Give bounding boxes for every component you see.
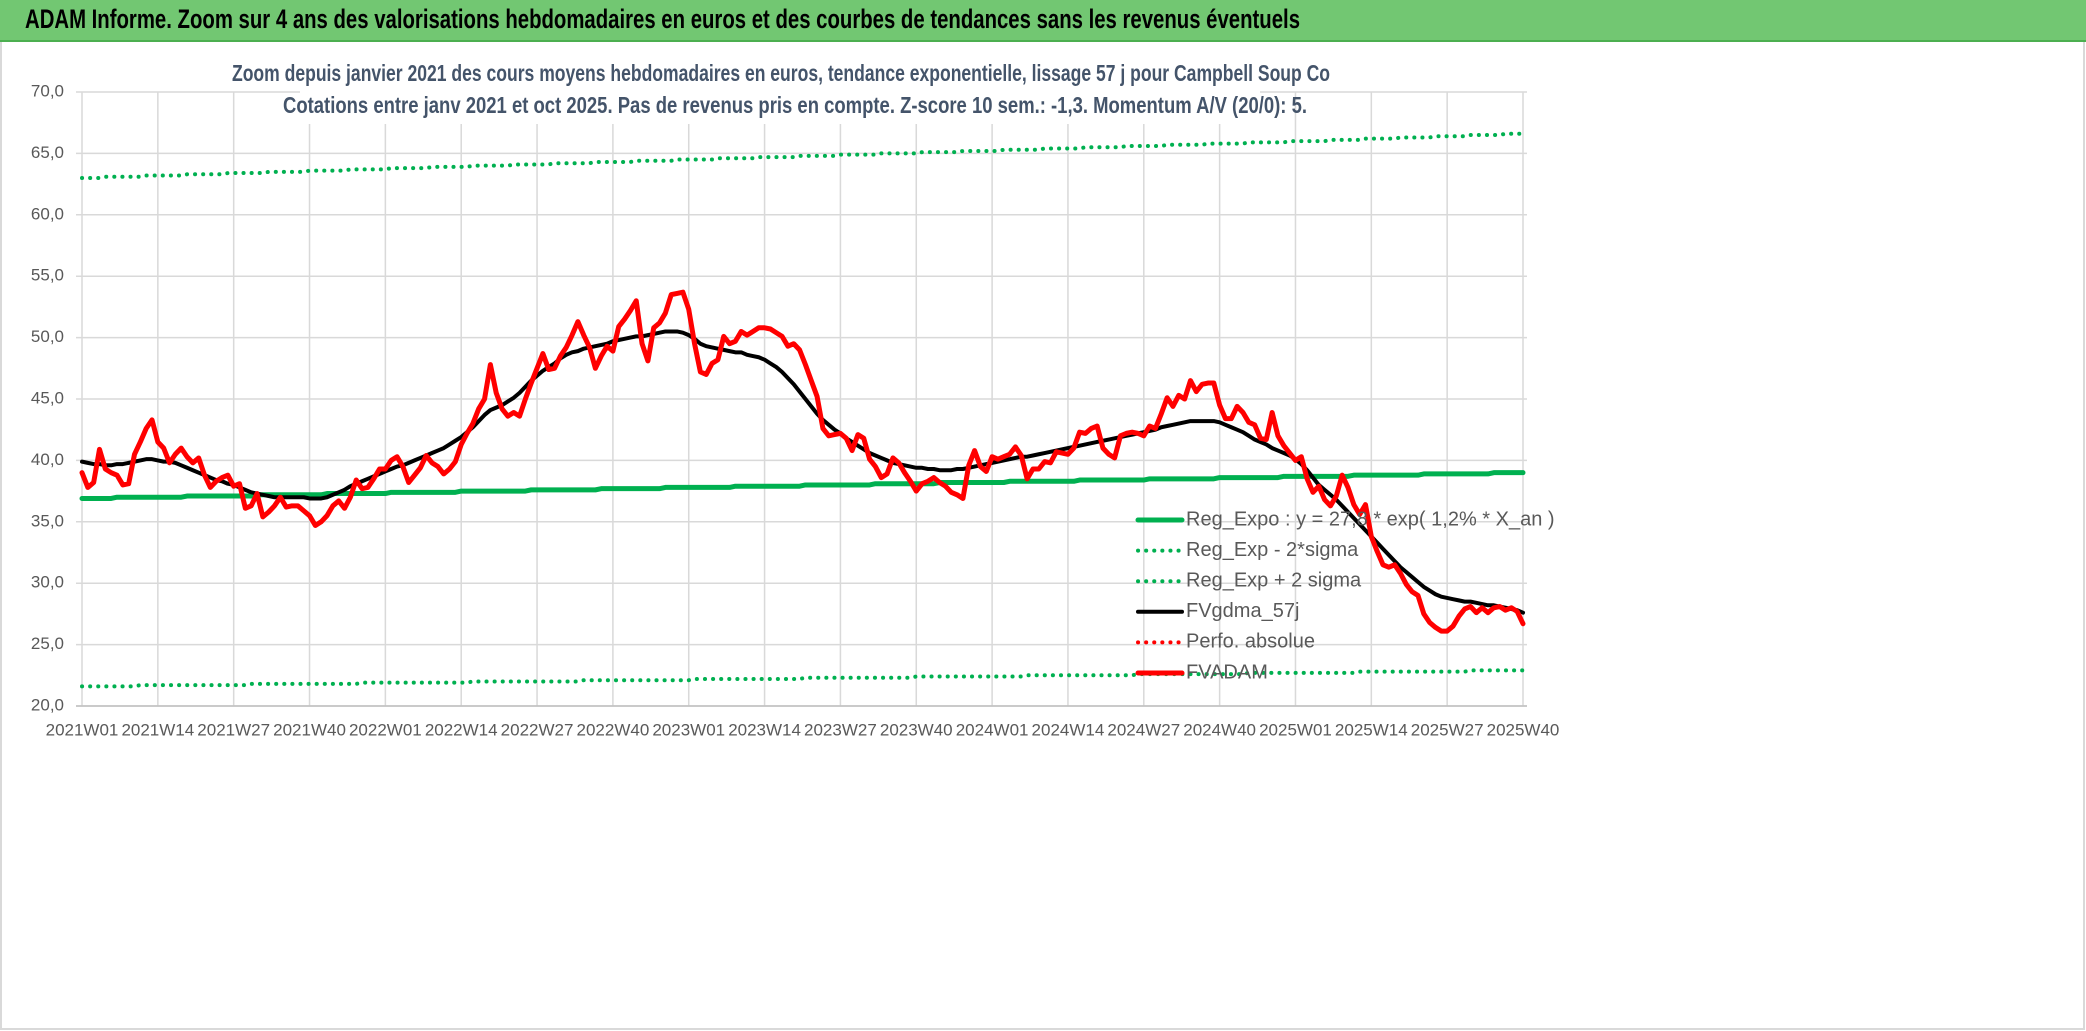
series-line [79,470,1526,501]
x-tick-label: 2024W27 [1107,720,1180,739]
x-tick-label: 2022W27 [501,720,574,739]
legend-label: FVgdma_57j [1186,600,1299,622]
x-tick-label: 2025W14 [1335,720,1408,739]
x-tick-label: 2021W40 [273,720,346,739]
x-tick-label: 2022W01 [349,720,422,739]
legend-label: FVADAM [1186,661,1268,683]
x-tick-label: 2025W27 [1411,720,1484,739]
x-tick-label: 2023W01 [652,720,725,739]
y-tick-label: 35,0 [31,511,64,530]
y-tick-label: 70,0 [31,81,64,100]
series-line [80,329,1525,615]
y-tick-label: 50,0 [31,327,64,346]
x-tick-label: 2021W01 [46,720,119,739]
x-tick-label: 2023W40 [880,720,953,739]
series-line [80,131,1525,180]
y-tick-label: 65,0 [31,143,64,162]
x-tick-label: 2025W01 [1259,720,1332,739]
title-backdrop [300,58,1260,124]
legend-label: Reg_Expo : y = 27,8 * exp( 1,2% * X_an ) [1186,508,1555,530]
y-tick-label: 30,0 [31,573,64,592]
x-tick-label: 2021W14 [121,720,194,739]
x-tick-label: 2021W27 [197,720,270,739]
chart-subtitle: Cotations entre janv 2021 et oct 2025. P… [283,92,1307,118]
y-tick-label: 60,0 [31,204,64,223]
x-tick-label: 2022W40 [577,720,650,739]
y-tick-label: 40,0 [31,450,64,469]
legend-label: Reg_Exp + 2 sigma [1186,569,1362,591]
series-line [80,668,1525,689]
y-tick-label: 20,0 [31,695,64,714]
plot-area: 20,0 25,0 30,0 35,0 40,0 45,0 50,0 55,0 60,0 65,0… [31,81,1559,739]
legend-label: Reg_Exp - 2*sigma [1186,539,1359,561]
x-tick-label: 2023W14 [728,720,801,739]
y-tick-label: 25,0 [31,634,64,653]
x-tick-label: 2024W40 [1183,720,1256,739]
y-tick-label: 55,0 [31,266,64,285]
series-line [79,289,1526,634]
x-tick-label: 2025W40 [1487,720,1560,739]
legend: Reg_Expo : y = 27,8 * exp( 1,2% * X_an )… [1135,508,1555,683]
header-title: ADAM Informe. Zoom sur 4 ans des valoris… [25,4,1300,34]
header-bar [0,0,2086,40]
x-tick-label: 2023W27 [804,720,877,739]
y-tick-label: 45,0 [31,388,64,407]
x-tick-label: 2024W14 [1032,720,1105,739]
x-tick-label: 2022W14 [425,720,498,739]
x-tick-label: 2024W01 [956,720,1029,739]
legend-label: Perfo. absolue [1186,631,1315,653]
chart-title: Zoom depuis janvier 2021 des cours moyen… [232,60,1330,86]
